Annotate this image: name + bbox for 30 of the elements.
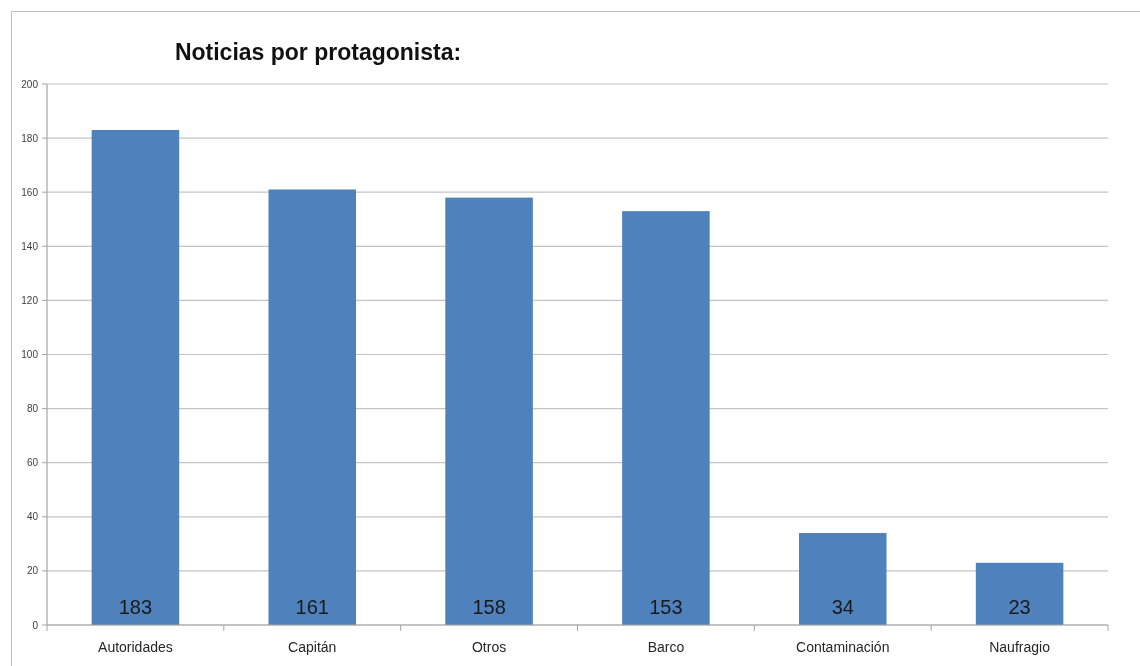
x-tick-label: Naufragio bbox=[989, 639, 1051, 655]
y-tick-label: 80 bbox=[26, 403, 39, 415]
chart-title: Noticias por protagonista: bbox=[174, 39, 462, 65]
data-label: 161 bbox=[295, 596, 329, 618]
data-label: 34 bbox=[831, 596, 854, 618]
x-tick-label: Capitán bbox=[288, 639, 337, 655]
bar bbox=[268, 189, 357, 625]
x-tick-label: Otros bbox=[471, 639, 507, 655]
y-tick-label: 0 bbox=[32, 619, 39, 631]
data-label: 158 bbox=[472, 596, 506, 618]
y-tick-label: 40 bbox=[26, 511, 39, 523]
x-tick-label: Barco bbox=[647, 639, 685, 655]
y-tick-label: 160 bbox=[21, 186, 39, 198]
y-tick-label: 60 bbox=[26, 457, 39, 469]
data-label: 183 bbox=[118, 596, 153, 618]
data-label: 23 bbox=[1008, 596, 1031, 618]
y-tick-label: 180 bbox=[21, 132, 39, 144]
bar bbox=[91, 129, 180, 625]
bar bbox=[445, 197, 533, 625]
bar bbox=[622, 211, 710, 625]
bar bbox=[798, 533, 887, 625]
y-tick-label: 120 bbox=[21, 294, 39, 306]
y-tick-label: 140 bbox=[21, 240, 39, 252]
x-tick-label: Autoridades bbox=[98, 639, 173, 655]
x-tick-label: Contaminación bbox=[796, 639, 890, 655]
bar bbox=[975, 562, 1064, 625]
y-tick-label: 20 bbox=[26, 565, 39, 577]
data-label: 153 bbox=[649, 596, 683, 618]
y-tick-label: 200 bbox=[21, 78, 39, 90]
y-tick-label: 100 bbox=[21, 349, 39, 360]
